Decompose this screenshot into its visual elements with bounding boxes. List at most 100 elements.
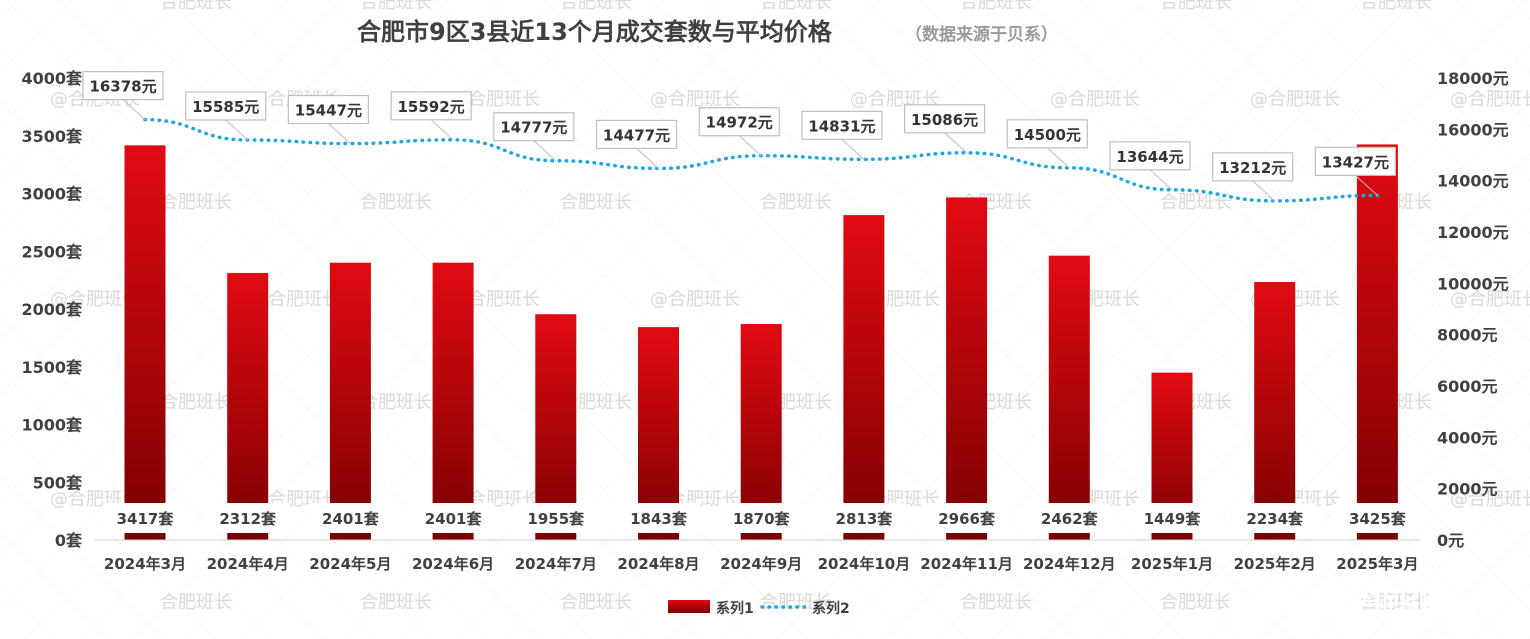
bar-label-background: [411, 503, 496, 533]
right-y-tick-label: 14000元: [1437, 172, 1509, 191]
line-label-leader: [738, 135, 762, 157]
chart-title: 合肥市9区3县近13个月成交套数与平均价格: [357, 18, 833, 46]
left-y-axis: 0套 500套 1000套 1500套 2000套 2500套 3000套 3500套 4000…: [21, 69, 83, 550]
bar-label-background: [719, 503, 804, 533]
bar-value-label: 2813套: [836, 510, 894, 528]
watermark-text: @合肥班长: [1450, 89, 1530, 110]
line-label-leader: [430, 119, 454, 141]
bar-label-background: [1232, 503, 1317, 533]
watermark-text: 合肥班长: [960, 0, 1032, 13]
right-y-tick-label: 18000元: [1437, 69, 1509, 88]
left-y-tick-label: 4000套: [21, 69, 83, 88]
line-label-leader: [636, 148, 659, 169]
bar-value-label: 3425套: [1349, 510, 1407, 528]
x-tick-label: 2024年12月: [1023, 555, 1116, 573]
watermark-text: 合肥班长: [560, 392, 632, 413]
watermark-text: 合肥班长: [1160, 192, 1232, 213]
watermark-text: 合肥班长: [160, 592, 232, 613]
bar: [124, 145, 166, 541]
bar-label-background: [308, 503, 393, 533]
bar-value-label: 1955套: [527, 510, 585, 528]
watermark-text: @合肥班长: [50, 289, 140, 310]
bar: [227, 272, 269, 540]
x-tick-label: 2024年5月: [309, 555, 391, 573]
watermark-text: 合肥班长: [560, 192, 632, 213]
right-y-tick-label: 10000元: [1437, 274, 1509, 293]
line-label-leader: [533, 140, 557, 162]
watermark-text: 合肥班长: [360, 592, 432, 613]
line-label-leader: [328, 123, 351, 144]
line-value-label: 15447元: [295, 102, 362, 120]
legend-label-series-1: 系列1: [716, 600, 754, 617]
line-value-label: 15592元: [398, 98, 465, 116]
left-y-tick-label: 1500套: [21, 358, 83, 377]
line-label-box: [287, 94, 369, 125]
right-y-tick-label: 16000元: [1437, 120, 1509, 139]
chart-subtitle: （数据来源于贝系）: [905, 24, 1058, 45]
bar-label-background: [205, 503, 290, 533]
line-label-leader: [225, 119, 249, 141]
bar-value-label: 2401套: [425, 510, 483, 528]
bar-value-label: 2462套: [1041, 510, 1099, 528]
bar-label-background: [924, 503, 1009, 533]
watermark-text: 合肥班长: [360, 192, 432, 213]
right-y-tick-label: 2000元: [1437, 480, 1498, 499]
left-y-tick-label: 3000套: [21, 185, 83, 204]
line-value-label: 14777元: [500, 119, 567, 137]
watermark-text: @合肥班长: [250, 289, 340, 310]
watermark-text: 合肥班长: [560, 0, 632, 13]
left-y-tick-label: 2500套: [21, 242, 83, 261]
watermark-text: 合肥班长: [160, 0, 232, 13]
left-y-tick-label: 1000套: [21, 416, 83, 435]
line-label-leader: [841, 138, 865, 160]
line-value-label: 14972元: [706, 114, 773, 132]
watermark-text: 合肥班长: [760, 0, 832, 13]
right-y-tick-label: 6000元: [1437, 377, 1498, 396]
watermark-text: 合肥班长: [360, 0, 432, 13]
watermark-text: 合肥班长: [960, 592, 1032, 613]
source-credit: 搜狐号@合肥班长搜狐号: [1228, 592, 1492, 620]
line-label-box: [185, 91, 267, 121]
left-y-tick-label: 0套: [55, 531, 83, 550]
watermark-text: 合肥班长: [160, 392, 232, 413]
x-tick-label: 2025年2月: [1234, 555, 1316, 573]
legend-label-series-2: 系列2: [812, 600, 850, 617]
watermark-text: @合肥班长: [1050, 89, 1140, 110]
x-tick-label: 2024年3月: [104, 555, 186, 573]
left-y-tick-label: 500套: [33, 473, 83, 492]
left-y-tick-label: 3500套: [21, 127, 83, 146]
x-tick-label: 2025年3月: [1336, 555, 1418, 573]
watermark-text: @合肥班长: [1450, 289, 1530, 310]
bar: [1356, 144, 1398, 540]
x-tick-label: 2024年11月: [920, 555, 1013, 573]
watermark-text: 合肥班长: [1360, 592, 1432, 613]
watermark-text: @合肥班长: [1450, 489, 1530, 510]
line-value-label: 14831元: [808, 117, 875, 135]
watermark-text: @合肥班长: [650, 89, 740, 110]
line-value-label: 14500元: [1014, 126, 1081, 144]
line-label-box: [493, 112, 575, 142]
bar-label-background: [616, 503, 701, 533]
line-label-box: [1006, 119, 1088, 149]
x-axis: 2024年3月 2024年4月 2024年5月 2024年6月 2024年7月 2024年…: [95, 539, 1420, 573]
watermark-text: 合肥班长: [1160, 592, 1232, 613]
line-label-box: [698, 107, 780, 137]
watermark-text: 合肥班长: [1160, 0, 1232, 13]
legend-swatch-bar: [668, 600, 710, 613]
bar: [1048, 255, 1090, 541]
line-value-label: 13427元: [1322, 153, 1389, 171]
left-y-tick-label: 2000套: [21, 300, 83, 319]
watermark-text: @合肥班长: [1250, 89, 1340, 110]
bar-label-background: [1335, 503, 1420, 533]
bar-value-label: 3417套: [117, 510, 175, 528]
line-label-box: [595, 119, 678, 150]
line-label-box: [1314, 146, 1397, 176]
bar-label-background: [1130, 503, 1214, 533]
line-value-label: 15585元: [192, 98, 259, 116]
bar: [329, 262, 371, 540]
bar: [535, 314, 577, 540]
bar-label-background: [821, 503, 906, 533]
watermark-text: 合肥班长: [560, 592, 632, 613]
